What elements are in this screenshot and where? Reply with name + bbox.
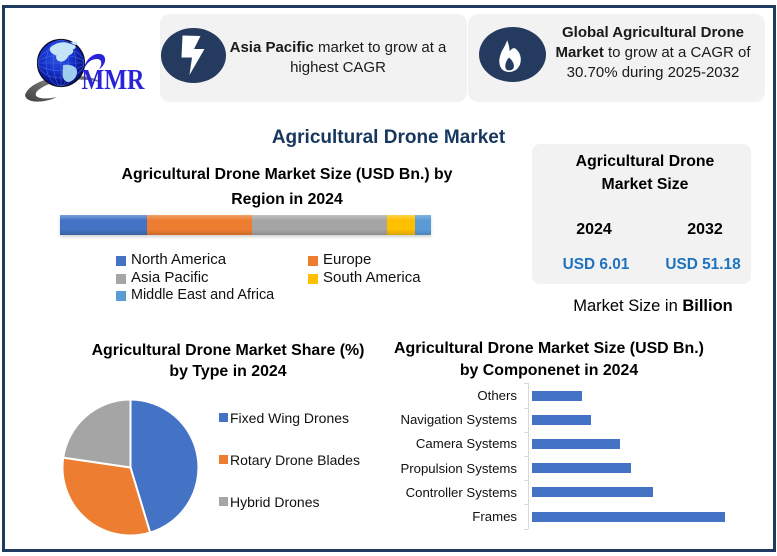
svg-text:MMR: MMR [82,64,146,95]
